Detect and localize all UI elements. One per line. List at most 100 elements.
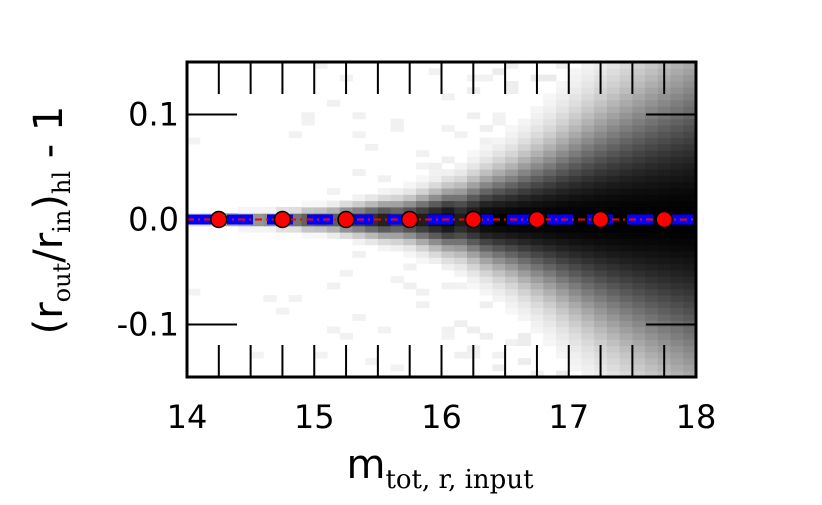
density-cell (670, 80, 684, 88)
density-cell (441, 225, 455, 233)
density-cell (441, 93, 455, 101)
density-cell (619, 339, 633, 346)
density-cell (339, 269, 353, 277)
density-cell (568, 162, 582, 170)
density-cell (645, 175, 659, 183)
density-cell (492, 143, 506, 151)
density-cell (505, 175, 519, 183)
density-cell (606, 131, 621, 139)
density-cell (683, 194, 697, 202)
y-tick-label: -0.1 (117, 306, 179, 344)
density-cell (594, 131, 608, 139)
x-tick-label: 18 (676, 398, 717, 436)
density-cell (543, 200, 557, 208)
density-cell (683, 295, 697, 302)
density-cell (288, 295, 303, 302)
density-cell (543, 232, 557, 239)
density-cell (479, 276, 493, 283)
density-cell (530, 131, 544, 139)
density-cell (428, 244, 442, 252)
density-cell (556, 295, 570, 302)
density-cell (556, 257, 570, 265)
density-cell (606, 206, 621, 214)
density-cell (594, 326, 608, 334)
density-cell (568, 181, 582, 189)
density-cell (441, 206, 455, 214)
y-axis-label-sub-out: out (48, 262, 76, 302)
density-cell (619, 288, 633, 296)
density-cell (441, 175, 455, 183)
density-cell (619, 200, 633, 208)
density-cell (594, 188, 608, 195)
density-cell (581, 263, 595, 271)
density-cell (556, 175, 570, 183)
density-cell (581, 156, 595, 164)
density-cell (543, 112, 557, 120)
density-cell (263, 206, 277, 214)
density-cell (505, 162, 519, 170)
density-cell (683, 118, 697, 126)
density-cell (657, 181, 672, 189)
density-cell (683, 175, 697, 183)
density-cell (530, 206, 544, 214)
density-cell (517, 175, 532, 183)
density-cell (530, 175, 544, 183)
density-cell (301, 225, 315, 233)
density-cell (556, 307, 570, 315)
density-cell (505, 301, 519, 309)
density-cell (543, 332, 557, 340)
density-cell (683, 326, 697, 334)
density-cell (632, 93, 646, 101)
density-cell (670, 269, 684, 277)
density-cell (619, 282, 633, 290)
density-cell (683, 169, 697, 176)
density-cell (657, 288, 672, 296)
density-cell (683, 181, 697, 189)
density-cell (288, 219, 303, 227)
density-cell (581, 295, 595, 302)
density-cell (670, 345, 684, 353)
density-cell (556, 225, 570, 233)
density-cell (517, 169, 532, 176)
density-cell (606, 87, 621, 94)
density-cell (530, 137, 544, 145)
density-cell (505, 80, 519, 88)
density-cell (568, 225, 582, 233)
density-cell (416, 244, 430, 252)
density-cell (543, 188, 557, 195)
density-cell (479, 150, 493, 157)
density-cell (645, 351, 659, 359)
density-cell (479, 175, 493, 183)
density-cell (632, 370, 646, 378)
density-cell (530, 181, 544, 189)
density-cell (377, 200, 392, 208)
density-cell (657, 263, 672, 271)
density-cell (479, 188, 493, 195)
density-cell (479, 181, 493, 189)
density-cell (645, 307, 659, 315)
density-cell (543, 251, 557, 258)
density-cell (632, 118, 646, 126)
density-cell (530, 301, 544, 309)
density-cell (454, 181, 468, 189)
density-cell (606, 288, 621, 296)
density-cell (606, 351, 621, 359)
density-cell (479, 156, 493, 164)
density-cell (505, 288, 519, 296)
density-cell (606, 99, 621, 107)
density-cell (606, 137, 621, 145)
density-cell (543, 225, 557, 233)
density-cell (517, 301, 532, 309)
density-cell (657, 112, 672, 120)
density-cell (543, 169, 557, 176)
density-cell (428, 200, 442, 208)
density-cell (339, 332, 353, 340)
density-cell (505, 125, 519, 132)
density-cell (492, 118, 506, 126)
density-cell (645, 150, 659, 157)
density-cell (530, 320, 544, 328)
density-cell (581, 162, 595, 170)
density-cell (365, 232, 379, 239)
density-cell (683, 156, 697, 164)
density-cell (517, 125, 532, 132)
